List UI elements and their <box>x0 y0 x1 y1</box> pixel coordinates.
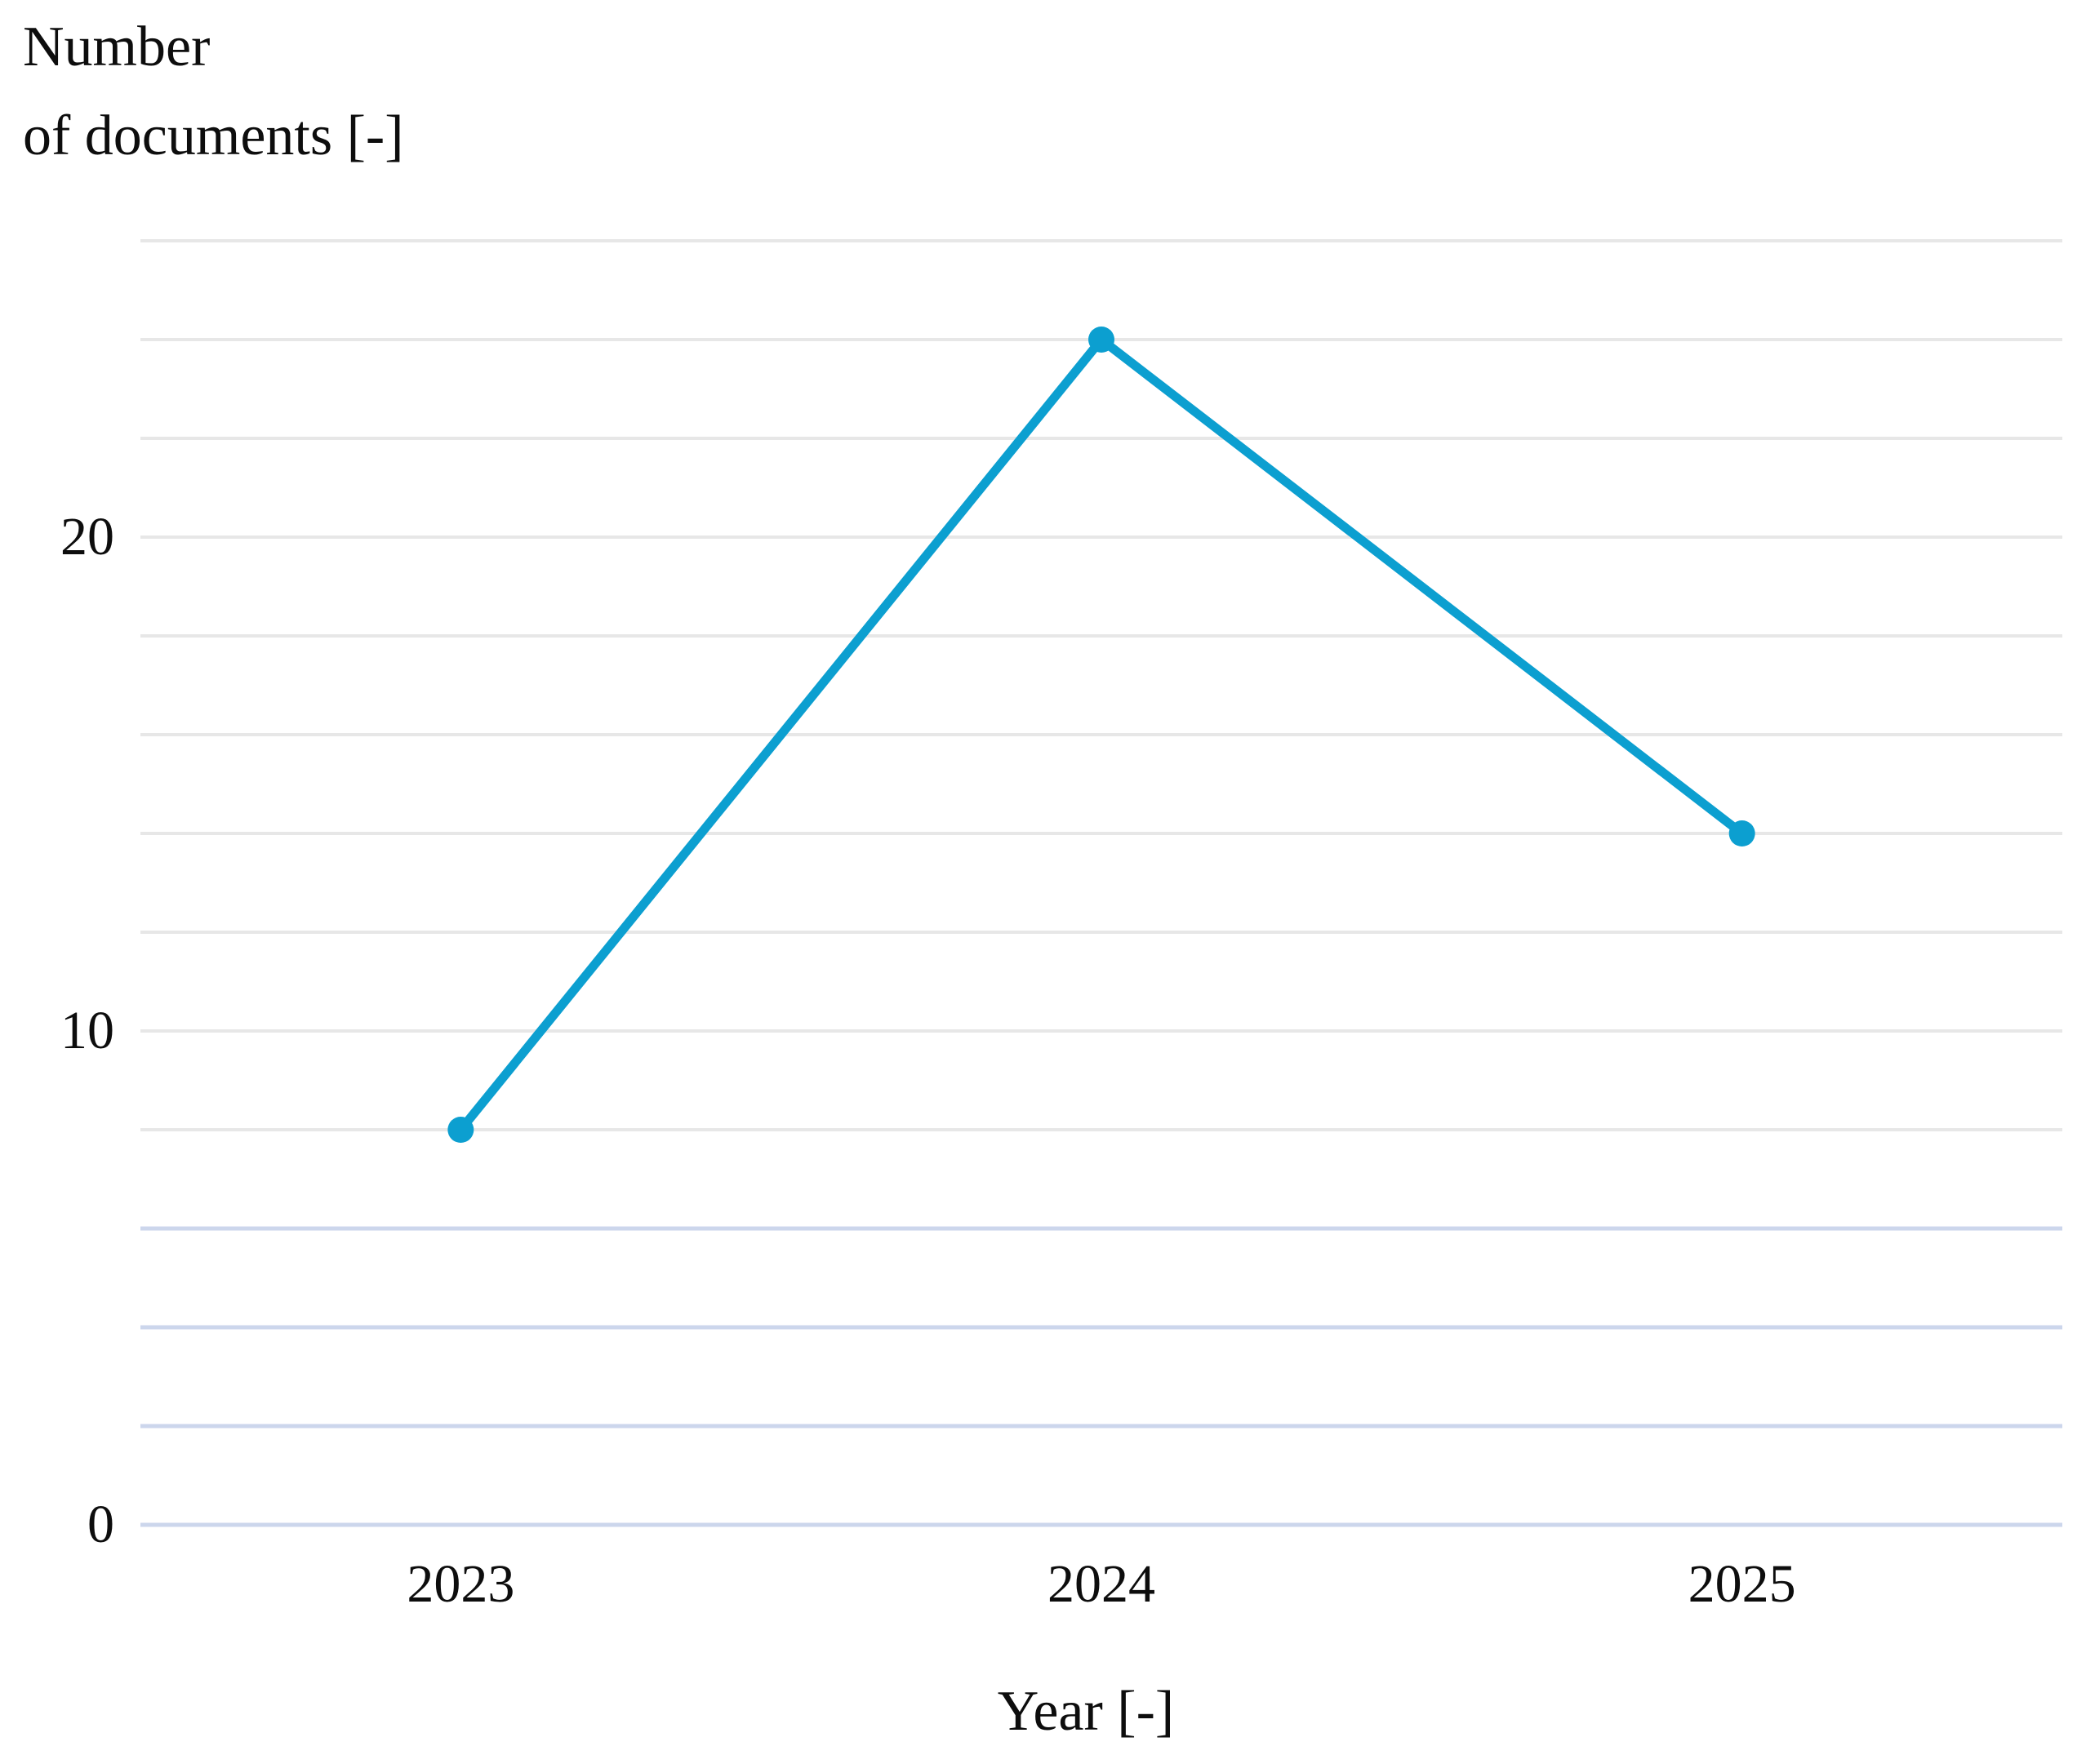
x-tick-label: 2023 <box>407 1554 515 1614</box>
y-axis-title-line1: Number <box>23 16 211 78</box>
y-tick-label: 10 <box>60 1001 114 1060</box>
data-point-marker <box>447 1117 474 1143</box>
y-axis-title: Number of documents [-] <box>23 3 404 180</box>
y-axis-title-line2: of documents [-] <box>23 104 404 167</box>
data-point-marker <box>1728 820 1755 846</box>
x-tick-label: 2024 <box>1047 1554 1155 1614</box>
y-tick-label: 0 <box>87 1495 114 1554</box>
x-axis-title: Year [-] <box>997 1680 1175 1743</box>
data-point-marker <box>1088 327 1114 353</box>
y-tick-label: 20 <box>60 507 114 567</box>
x-tick-label: 2025 <box>1688 1554 1796 1614</box>
